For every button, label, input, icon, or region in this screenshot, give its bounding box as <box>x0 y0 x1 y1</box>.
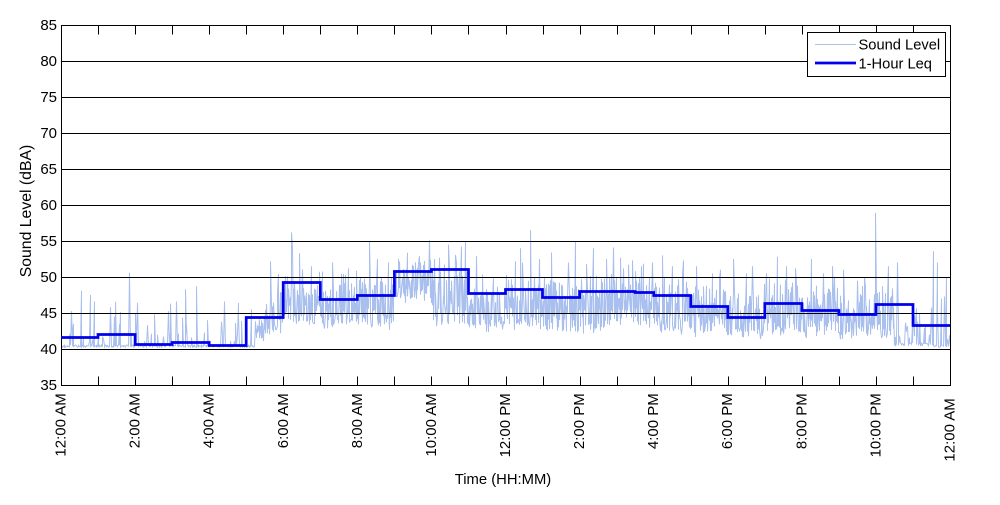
svg-text:10:00 PM: 10:00 PM <box>867 393 884 457</box>
svg-text:12:00 PM: 12:00 PM <box>497 393 514 457</box>
svg-text:6:00 PM: 6:00 PM <box>719 393 736 449</box>
svg-text:Time (HH:MM): Time (HH:MM) <box>455 472 552 488</box>
svg-text:65: 65 <box>40 161 57 178</box>
svg-text:8:00 PM: 8:00 PM <box>793 393 810 449</box>
svg-text:8:00 AM: 8:00 AM <box>349 393 366 448</box>
svg-text:75: 75 <box>40 89 57 106</box>
svg-text:70: 70 <box>40 125 57 142</box>
svg-text:12:00 AM: 12:00 AM <box>942 398 959 461</box>
svg-text:40: 40 <box>40 341 57 358</box>
svg-text:50: 50 <box>40 269 57 286</box>
svg-text:Sound Level (dBA): Sound Level (dBA) <box>18 145 35 278</box>
svg-text:35: 35 <box>40 377 57 394</box>
svg-text:4:00 PM: 4:00 PM <box>645 393 662 449</box>
svg-text:12:00 AM: 12:00 AM <box>53 393 70 456</box>
svg-text:Sound Level: Sound Level <box>859 38 941 54</box>
svg-text:2:00 PM: 2:00 PM <box>571 393 588 449</box>
svg-text:6:00 AM: 6:00 AM <box>275 393 292 448</box>
svg-text:4:00 AM: 4:00 AM <box>201 393 218 448</box>
svg-text:60: 60 <box>40 197 57 214</box>
svg-text:55: 55 <box>40 233 57 250</box>
svg-text:2:00 AM: 2:00 AM <box>127 393 144 448</box>
svg-text:80: 80 <box>40 53 57 70</box>
svg-text:10:00 AM: 10:00 AM <box>423 393 440 456</box>
svg-text:1-Hour Leq: 1-Hour Leq <box>859 56 932 72</box>
svg-text:85: 85 <box>40 17 57 34</box>
svg-text:45: 45 <box>40 305 57 322</box>
